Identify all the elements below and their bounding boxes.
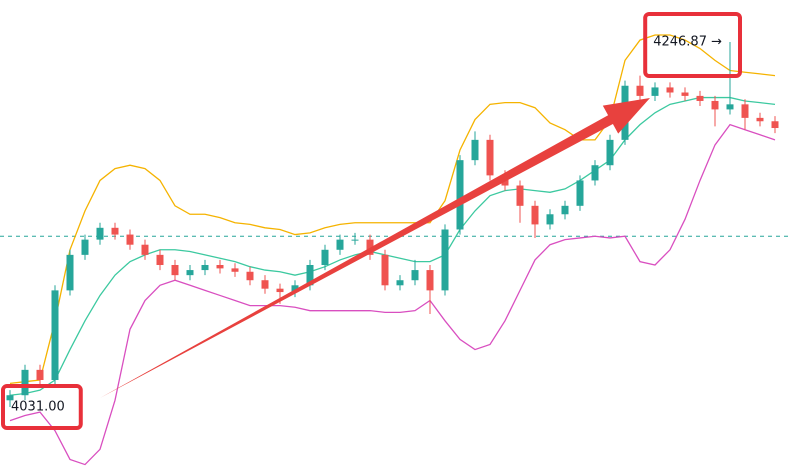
candle-body xyxy=(141,244,149,255)
candles-layer xyxy=(6,41,779,408)
candle-body xyxy=(21,369,29,396)
candle-body xyxy=(576,180,584,206)
candle-body xyxy=(126,234,134,245)
annotation-box xyxy=(643,11,742,78)
candle-body xyxy=(216,265,224,269)
candle-body xyxy=(666,87,674,93)
annotation-label: 4246.87 → xyxy=(653,34,722,49)
candle-body xyxy=(36,369,44,381)
price-annotation: 4031.00 xyxy=(1,384,83,431)
candle-body xyxy=(456,160,464,230)
candle-body xyxy=(636,85,644,96)
candle-body xyxy=(741,104,749,118)
candle-body xyxy=(606,139,614,166)
candle-body xyxy=(486,139,494,176)
candle-body xyxy=(201,265,209,271)
candle-body xyxy=(336,239,344,250)
band-line xyxy=(9,34,776,385)
candle-body xyxy=(96,227,104,240)
candle-body xyxy=(261,280,269,289)
candle-body xyxy=(111,227,119,235)
candle-body xyxy=(591,165,599,181)
candle-body xyxy=(426,270,434,291)
annotation-box xyxy=(1,384,83,431)
candle-body xyxy=(756,117,764,122)
candle-body xyxy=(351,239,359,241)
candle-body xyxy=(306,265,314,286)
candle-body xyxy=(516,185,524,206)
candle-body xyxy=(66,254,74,291)
band-line xyxy=(9,96,776,396)
candle-body xyxy=(321,249,329,266)
trend-arrow xyxy=(100,98,650,398)
candle-body xyxy=(411,270,419,281)
candle-body xyxy=(171,265,179,276)
bands-layer xyxy=(9,34,776,466)
candle-body xyxy=(681,92,689,96)
candle-body xyxy=(366,239,374,255)
candle-body xyxy=(156,254,164,266)
candle-body xyxy=(291,285,299,293)
candle-body xyxy=(441,229,449,291)
candle-body xyxy=(51,290,59,381)
band-line xyxy=(9,123,776,466)
candle-body xyxy=(711,100,719,110)
candle-body xyxy=(771,121,779,129)
candle-body xyxy=(246,271,254,281)
candle-body xyxy=(381,254,389,286)
price-annotation: 4246.87 → xyxy=(643,11,742,78)
candle-body xyxy=(531,205,539,225)
candle-body xyxy=(726,104,734,110)
candle-body xyxy=(561,205,569,215)
labels-layer: 4246.87 → 4031.00 xyxy=(1,11,742,431)
candle-body xyxy=(546,214,554,225)
candle-body xyxy=(6,395,14,401)
candle-body xyxy=(471,139,479,161)
annotation-label: 4031.00 xyxy=(11,400,65,415)
candle-body xyxy=(231,268,239,272)
candle-body xyxy=(696,95,704,101)
candle-body xyxy=(651,87,659,96)
candle-body xyxy=(396,280,404,286)
candle-body xyxy=(186,270,194,276)
candle-body xyxy=(81,239,89,255)
candle-body xyxy=(276,288,284,293)
